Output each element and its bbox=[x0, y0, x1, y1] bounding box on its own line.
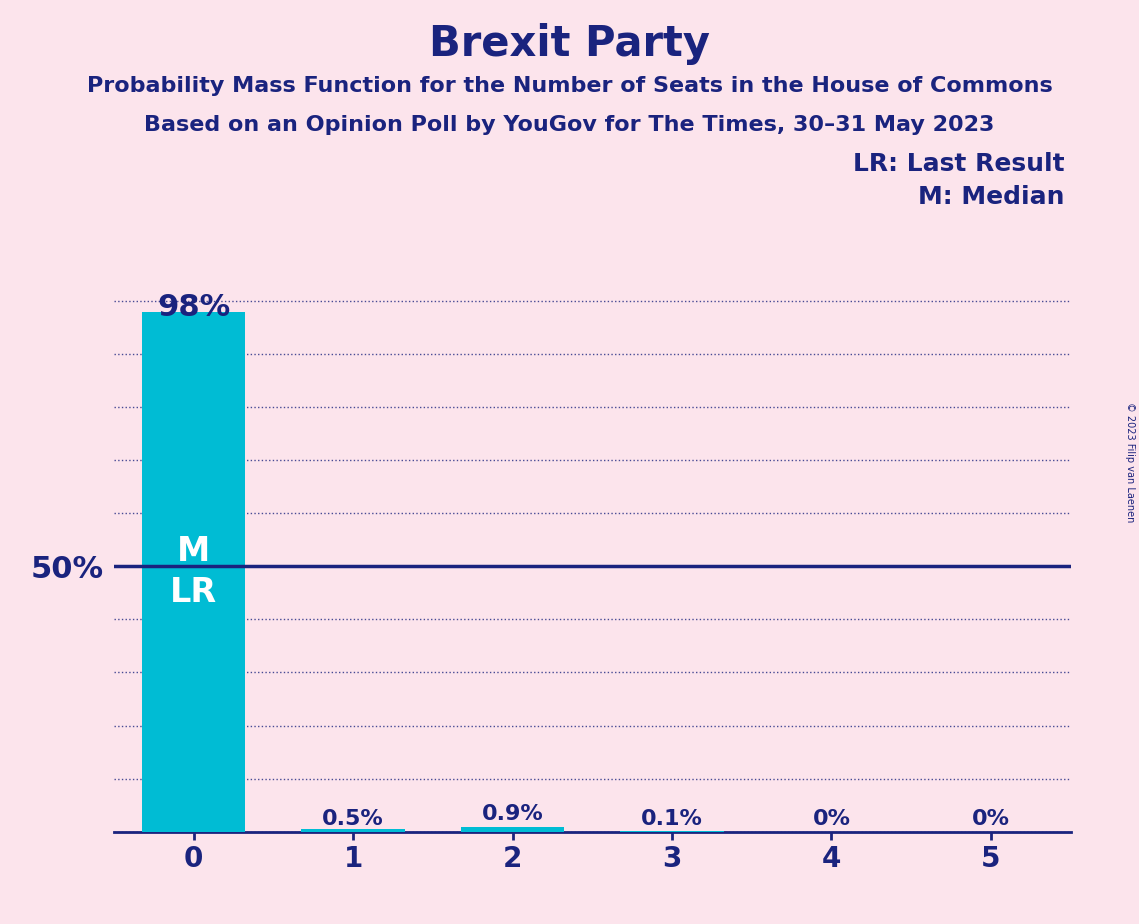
Text: M
LR: M LR bbox=[170, 535, 218, 609]
Text: M: Median: M: Median bbox=[918, 185, 1065, 209]
Text: 0.9%: 0.9% bbox=[482, 804, 543, 824]
Text: Probability Mass Function for the Number of Seats in the House of Commons: Probability Mass Function for the Number… bbox=[87, 76, 1052, 96]
Text: Brexit Party: Brexit Party bbox=[429, 23, 710, 65]
Bar bbox=[460, 827, 564, 832]
Text: 0.1%: 0.1% bbox=[641, 808, 703, 829]
Bar bbox=[301, 829, 405, 832]
Text: Based on an Opinion Poll by YouGov for The Times, 30–31 May 2023: Based on an Opinion Poll by YouGov for T… bbox=[145, 115, 994, 135]
Text: 0%: 0% bbox=[972, 808, 1010, 829]
Bar bbox=[141, 311, 246, 832]
Text: 0%: 0% bbox=[812, 808, 851, 829]
Text: 0.5%: 0.5% bbox=[322, 808, 384, 829]
Text: 98%: 98% bbox=[157, 293, 230, 322]
Text: © 2023 Filip van Laenen: © 2023 Filip van Laenen bbox=[1125, 402, 1134, 522]
Text: LR: Last Result: LR: Last Result bbox=[853, 152, 1065, 176]
